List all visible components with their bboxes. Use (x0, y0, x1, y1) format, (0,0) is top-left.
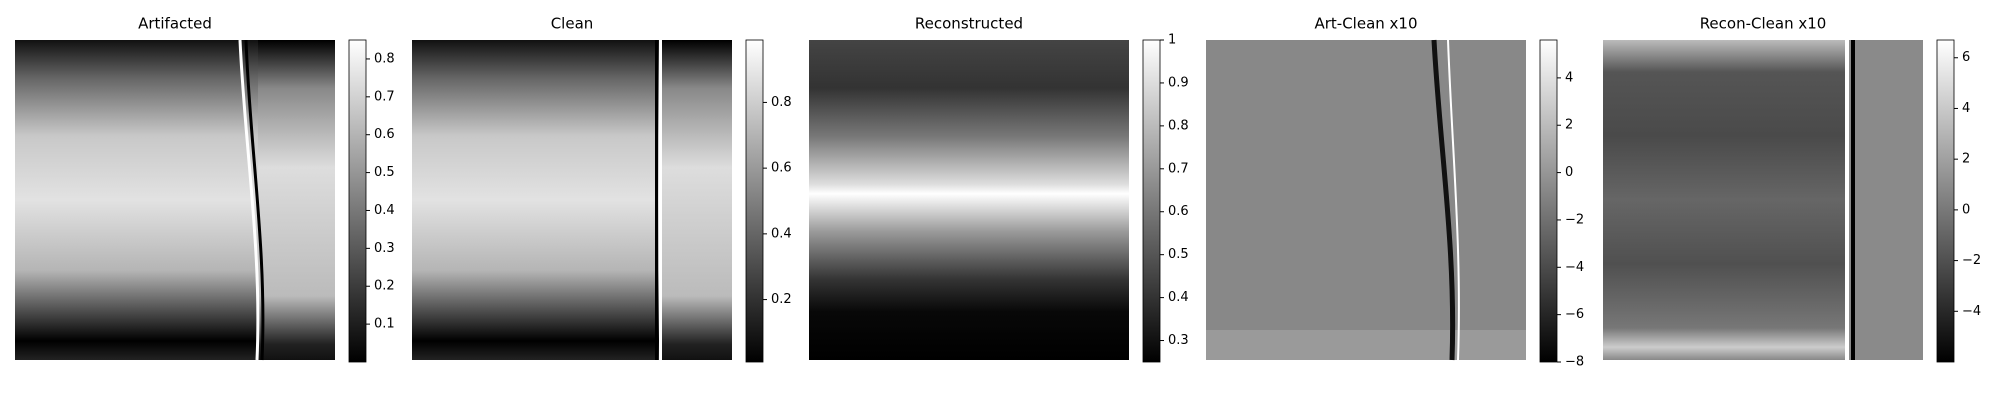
colorbar-tick-label: 0.4 (771, 226, 792, 241)
colorbar-tick-label: 2 (1565, 118, 1573, 133)
colorbar-tick-label: 0.6 (374, 127, 395, 142)
panel-title: Reconstructed (915, 15, 1023, 33)
colorbar-tick-label: −4 (1962, 304, 1981, 319)
colorbar-tick-label: −2 (1565, 212, 1584, 227)
colorbar-tick-label: 0.9 (1168, 75, 1189, 90)
colorbar (1539, 39, 1558, 363)
colorbar-tick-label: 0.6 (771, 161, 792, 176)
colorbar-tick-label: 0.5 (1168, 247, 1189, 262)
image-art-clean (1206, 39, 1526, 361)
image-reconstructed (809, 40, 1129, 360)
image-artifacted (15, 39, 335, 361)
colorbar-tick-label: 0.2 (771, 292, 792, 307)
colorbar-tick-label: 4 (1565, 70, 1573, 85)
colorbar-tick-label: 0.8 (1168, 118, 1189, 133)
colorbar-tick-label: 0.7 (374, 89, 395, 104)
colorbar-tick-label: 0.4 (1168, 290, 1189, 305)
panel-title: Artifacted (138, 15, 212, 33)
colorbar (348, 39, 367, 363)
colorbar (1142, 39, 1161, 363)
colorbar-tick-label: 0.2 (374, 279, 395, 294)
colorbar-tick-label: 0.1 (374, 317, 395, 332)
panel-title: Clean (551, 15, 594, 33)
panel-title: Art-Clean x10 (1314, 15, 1417, 33)
colorbar-tick-label: −6 (1565, 307, 1584, 322)
panel-title: Recon-Clean x10 (1700, 15, 1827, 33)
colorbar-tick-label: −8 (1565, 355, 1584, 370)
colorbar-tick-label: 1 (1168, 33, 1176, 48)
colorbar-tick-label: 2 (1962, 152, 1970, 167)
colorbar-tick-label: −4 (1565, 260, 1584, 275)
colorbar-tick-label: 0.5 (374, 165, 395, 180)
colorbar-tick-label: 0.7 (1168, 161, 1189, 176)
colorbar (1936, 39, 1955, 363)
colorbar-tick-label: 4 (1962, 101, 1970, 116)
image-recon-clean (1603, 40, 1923, 360)
colorbar-tick-label: 0.8 (771, 95, 792, 110)
colorbar-tick-label: 0 (1962, 202, 1970, 217)
colorbar-tick-label: 0.8 (374, 51, 395, 66)
colorbar-tick-label: 6 (1962, 50, 1970, 65)
colorbar-tick-label: 0 (1565, 165, 1573, 180)
colorbar-tick-label: 0.4 (374, 203, 395, 218)
image-clean (412, 40, 732, 360)
colorbar (745, 39, 764, 363)
colorbar-tick-label: 0.3 (1168, 333, 1189, 348)
colorbar-tick-label: −2 (1962, 253, 1981, 268)
colorbar-tick-label: 0.3 (374, 241, 395, 256)
colorbar-tick-label: 0.6 (1168, 204, 1189, 219)
